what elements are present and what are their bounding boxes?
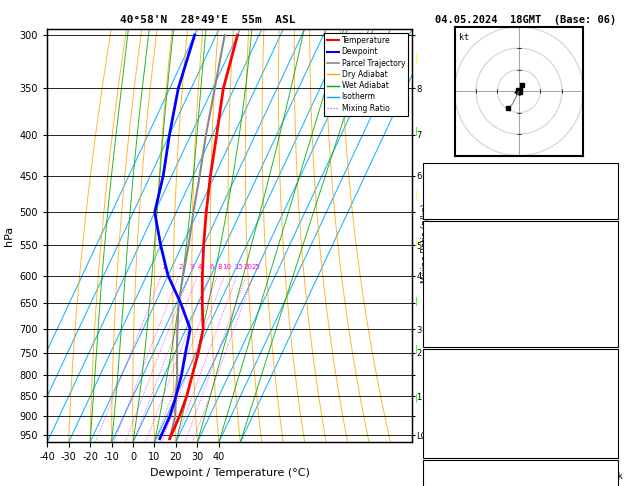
Text: |: | xyxy=(415,54,418,63)
Text: Temp (°C): Temp (°C) xyxy=(425,242,474,251)
Text: K: K xyxy=(425,166,431,175)
Text: 15: 15 xyxy=(235,264,243,270)
Text: Totals Totals: Totals Totals xyxy=(425,183,495,192)
Text: θᴬ(K): θᴬ(K) xyxy=(425,277,452,286)
Text: kt: kt xyxy=(459,33,469,42)
Text: 999: 999 xyxy=(599,370,615,379)
Text: Most Unstable: Most Unstable xyxy=(482,352,559,363)
Text: 40°58'N  28°49'E  55m  ASL: 40°58'N 28°49'E 55m ASL xyxy=(120,15,296,25)
Text: 314: 314 xyxy=(599,387,615,397)
Text: CAPE (J): CAPE (J) xyxy=(425,422,468,432)
Text: -10: -10 xyxy=(599,481,615,486)
Text: |: | xyxy=(415,127,418,136)
X-axis label: Dewpoint / Temperature (°C): Dewpoint / Temperature (°C) xyxy=(150,468,309,478)
Text: 493: 493 xyxy=(599,422,615,432)
Text: 1: 1 xyxy=(610,440,615,449)
Text: θᴬ (K): θᴬ (K) xyxy=(425,387,457,397)
Y-axis label: hPa: hPa xyxy=(4,226,14,246)
Text: 16.3: 16.3 xyxy=(594,242,615,251)
Text: Mixing Ratio (g/kg): Mixing Ratio (g/kg) xyxy=(421,203,430,283)
Text: 2: 2 xyxy=(179,264,183,270)
Text: 2.01: 2.01 xyxy=(594,201,615,210)
Text: |: | xyxy=(415,394,418,403)
Text: Dewp (°C): Dewp (°C) xyxy=(425,259,474,268)
Text: CAPE (J): CAPE (J) xyxy=(425,312,468,321)
Text: Lifted Index: Lifted Index xyxy=(425,405,490,414)
Text: 493: 493 xyxy=(599,312,615,321)
Text: 11.7: 11.7 xyxy=(594,259,615,268)
Text: 4: 4 xyxy=(198,264,202,270)
Text: 1: 1 xyxy=(610,329,615,338)
Text: Pressure (mb): Pressure (mb) xyxy=(425,370,495,379)
Text: 25: 25 xyxy=(252,264,260,270)
Text: -1: -1 xyxy=(604,294,615,303)
Text: 52: 52 xyxy=(604,183,615,192)
Text: |: | xyxy=(415,239,418,247)
Text: Hodograph: Hodograph xyxy=(494,463,547,473)
Text: 314: 314 xyxy=(599,277,615,286)
Text: © weatheronline.co.uk: © weatheronline.co.uk xyxy=(510,472,623,481)
Text: 26: 26 xyxy=(604,166,615,175)
Text: Lifted Index: Lifted Index xyxy=(425,294,490,303)
Text: EH: EH xyxy=(425,481,436,486)
Text: PW (cm): PW (cm) xyxy=(425,201,463,210)
Text: CIN (J): CIN (J) xyxy=(425,329,463,338)
Text: 10: 10 xyxy=(222,264,231,270)
Text: -1: -1 xyxy=(604,405,615,414)
Text: |: | xyxy=(415,346,418,354)
Text: 6: 6 xyxy=(209,264,214,270)
Text: 04.05.2024  18GMT  (Base: 06): 04.05.2024 18GMT (Base: 06) xyxy=(435,15,616,25)
Text: 3: 3 xyxy=(189,264,194,270)
Text: Surface: Surface xyxy=(499,224,541,234)
Text: 20: 20 xyxy=(244,264,253,270)
Text: |: | xyxy=(415,190,418,199)
Text: |: | xyxy=(415,297,418,306)
Y-axis label: km
ASL: km ASL xyxy=(439,236,457,257)
Text: 8: 8 xyxy=(218,264,222,270)
Legend: Temperature, Dewpoint, Parcel Trajectory, Dry Adiabat, Wet Adiabat, Isotherm, Mi: Temperature, Dewpoint, Parcel Trajectory… xyxy=(324,33,408,116)
Text: 1: 1 xyxy=(162,264,166,270)
Text: CIN (J): CIN (J) xyxy=(425,440,463,449)
